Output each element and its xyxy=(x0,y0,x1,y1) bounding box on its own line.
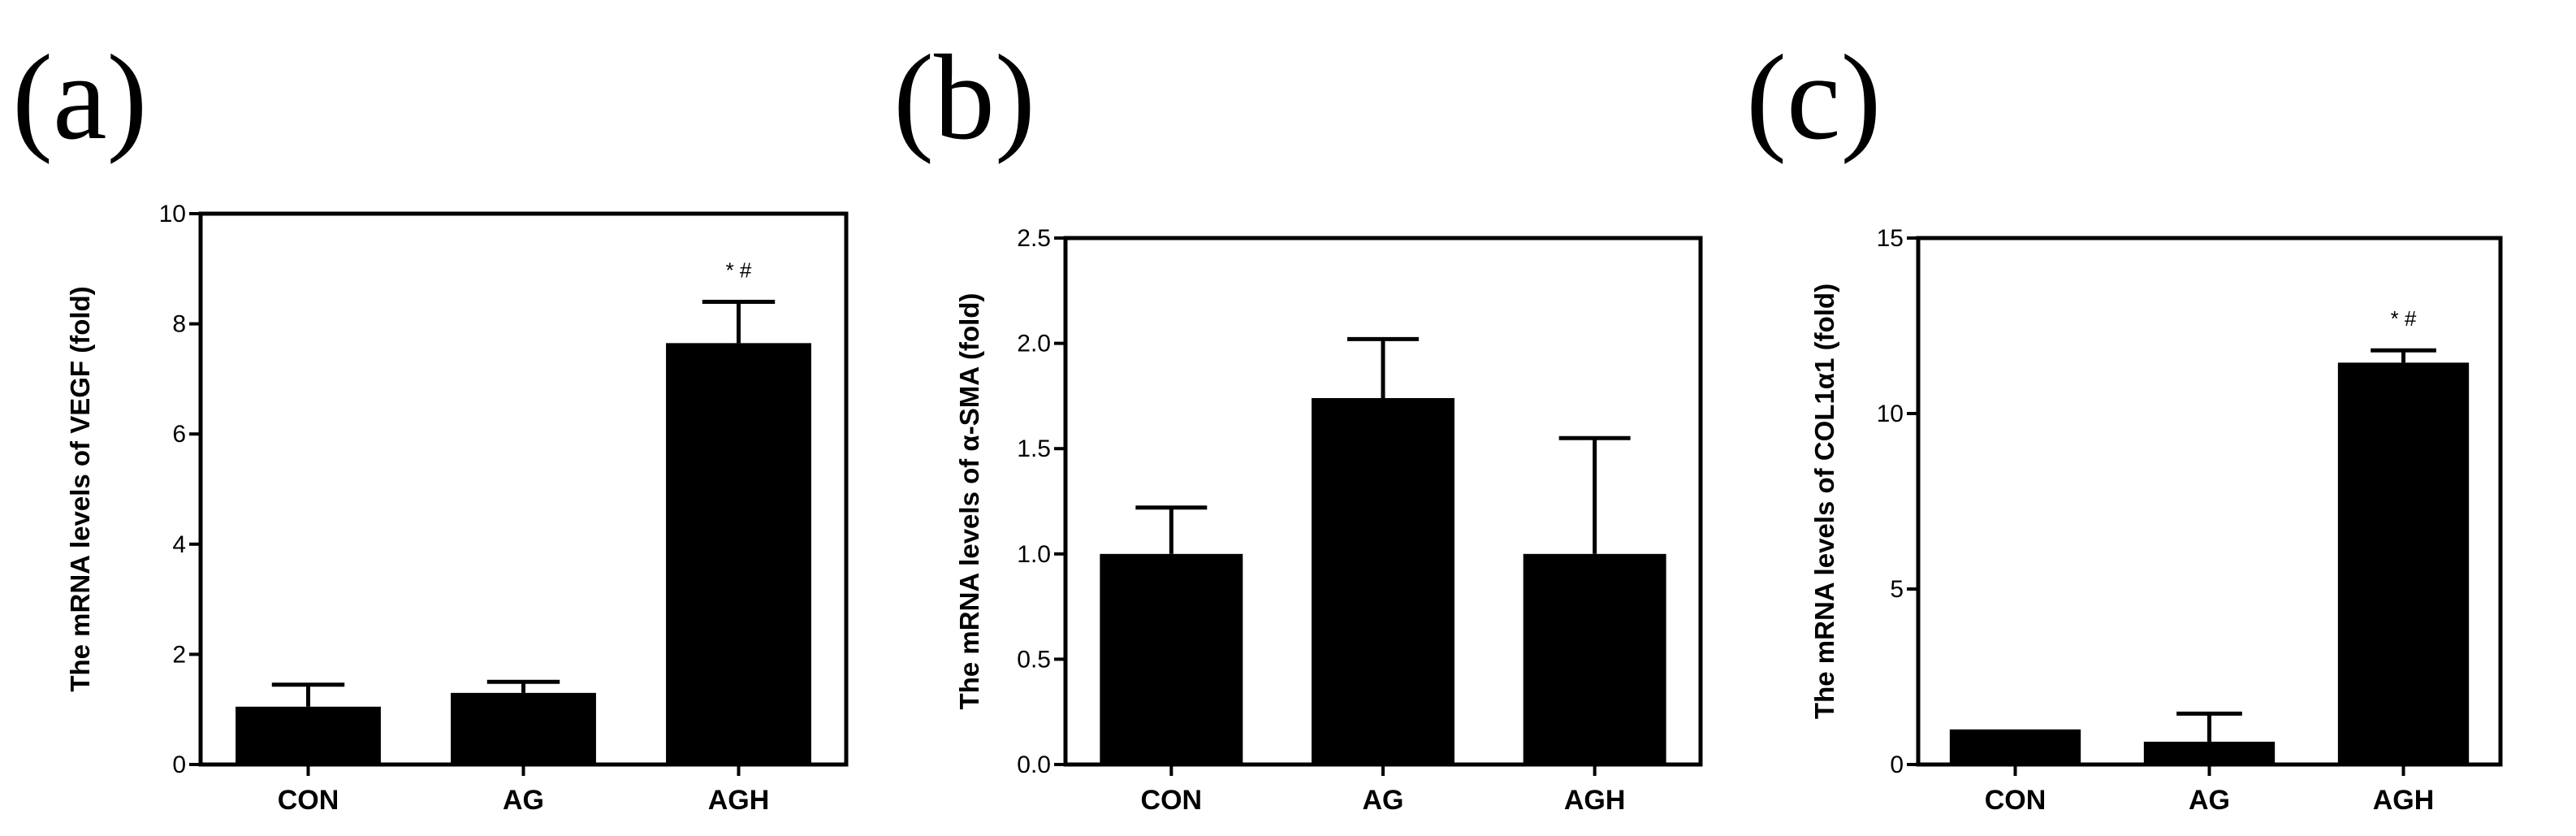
x-tick-label: AG xyxy=(503,785,544,816)
y-tick-label: 2.0 xyxy=(1017,331,1051,357)
y-tick-label: 2.5 xyxy=(1017,225,1051,252)
y-tick-label: 5 xyxy=(1890,576,1904,603)
y-axis-label: The mRNA levels of VEGF (fold) xyxy=(65,286,95,691)
x-tick-label: AG xyxy=(1363,785,1404,816)
bar-ag xyxy=(1312,397,1454,765)
y-axis-label: The mRNA levels of α-SMA (fold) xyxy=(954,293,984,710)
panel-label: (b) xyxy=(893,30,1035,165)
chart-panel-1: (a) 0 2 4 6 8 10 The mRNA levels of VEGF (fold)… xyxy=(12,30,849,816)
y-tick-label: 1.5 xyxy=(1017,435,1051,462)
bar-con xyxy=(1949,729,2081,765)
y-tick-label: 6 xyxy=(172,421,186,448)
x-tick-label: AGH xyxy=(1564,785,1626,816)
y-tick-label: 0 xyxy=(172,752,186,778)
y-tick-label: 4 xyxy=(172,531,186,558)
panel-label: (c) xyxy=(1746,30,1881,165)
y-axis-label: The mRNA levels of COL1α1 (fold) xyxy=(1809,284,1839,719)
y-tick-label: 10 xyxy=(159,201,186,227)
x-tick-label: AG xyxy=(2189,785,2230,816)
y-tick-label: 15 xyxy=(1877,225,1904,252)
bar-con xyxy=(1100,553,1243,765)
x-tick-label: AGH xyxy=(2373,785,2435,816)
x-tick-label: AGH xyxy=(708,785,770,816)
bar-ag xyxy=(451,692,596,765)
chart-panel-3: (c) 0 5 10 15 The mRNA levels of COL1α1 (fold… xyxy=(1746,30,2503,816)
bar-con xyxy=(236,706,381,765)
y-tick-label: 0.5 xyxy=(1017,646,1051,673)
panel-label: (a) xyxy=(12,30,147,165)
significance-annotation: * # xyxy=(2391,306,2417,331)
x-tick-label: CON xyxy=(278,785,339,816)
x-tick-label: CON xyxy=(1141,785,1203,816)
y-tick-label: 0.0 xyxy=(1017,752,1051,778)
bar-agh xyxy=(666,343,811,765)
bar-agh xyxy=(1523,553,1666,765)
significance-annotation: * # xyxy=(726,258,752,282)
y-tick-label: 1.0 xyxy=(1017,541,1051,568)
y-tick-label: 0 xyxy=(1890,752,1904,778)
y-tick-label: 10 xyxy=(1877,401,1904,427)
y-tick-label: 2 xyxy=(172,641,186,668)
bar-ag xyxy=(2143,741,2276,765)
chart-panel-2: (b) 0.0 0.5 1.0 1.5 2.0 2.5 The mRNA levels of … xyxy=(893,30,1703,816)
y-tick-label: 8 xyxy=(172,311,186,338)
bar-agh xyxy=(2337,362,2470,765)
x-tick-label: CON xyxy=(1985,785,2047,816)
